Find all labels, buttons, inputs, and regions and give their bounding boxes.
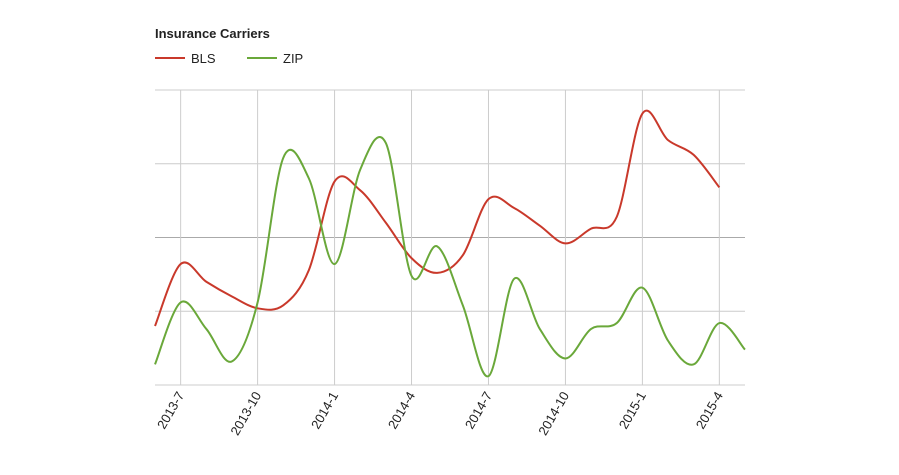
legend-label: ZIP xyxy=(283,51,303,66)
x-tick-label: 2013-10 xyxy=(227,389,264,438)
x-tick-label: 2014-7 xyxy=(462,389,495,432)
x-tick-label: 2014-4 xyxy=(385,389,418,432)
x-tick-label: 2014-10 xyxy=(535,389,572,438)
legend-label: BLS xyxy=(191,51,216,66)
chart-title: Insurance Carriers xyxy=(155,26,270,41)
x-tick-label: 2015-1 xyxy=(616,389,649,432)
line xyxy=(154,109,721,327)
x-tick-label: 2014-1 xyxy=(308,389,341,432)
x-tick-label: 2013-7 xyxy=(154,389,187,432)
x-tick-label: 2015-4 xyxy=(693,389,726,432)
line xyxy=(154,135,746,378)
